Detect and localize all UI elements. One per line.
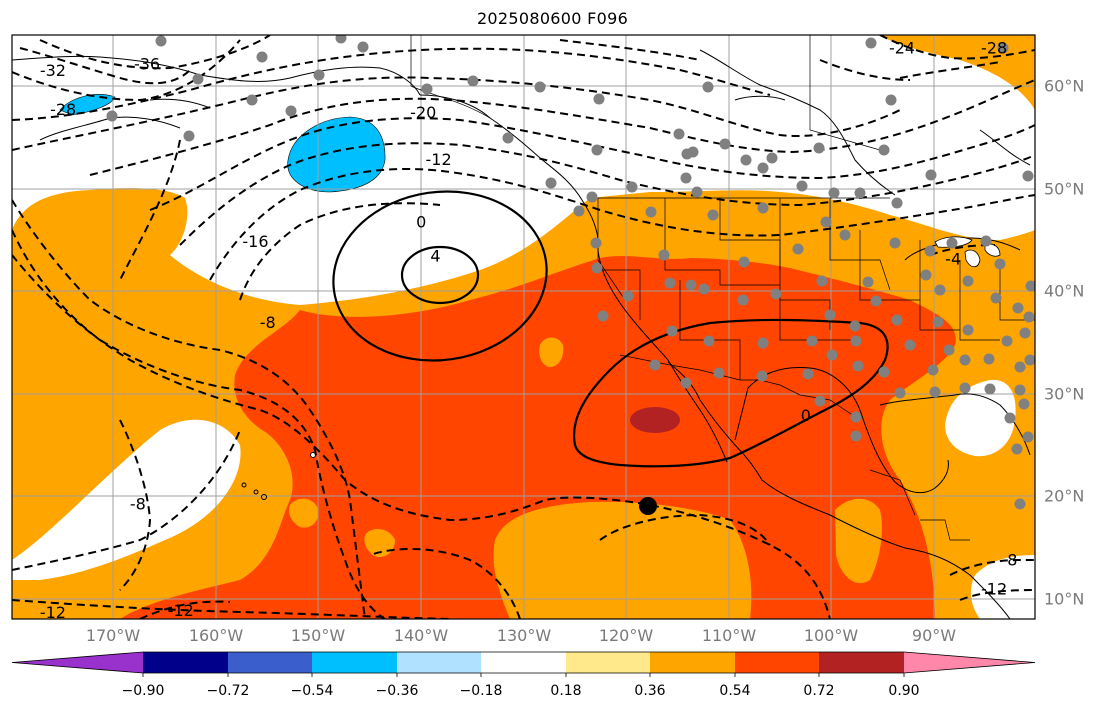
colorbar-swatch [650,652,735,673]
colorbar-swatch [397,652,481,673]
map-frame [11,34,1036,620]
contour-label: -36 [134,55,160,74]
orange-island-east [835,498,882,584]
contour-label: -12 [168,601,194,620]
colorbar-outline [11,651,1036,674]
colorbar-tick-label: 0.54 [719,683,751,699]
map-title: 2025080600 F096 [476,9,629,28]
lon-label: 110°W [701,626,757,645]
colorbar-tick-label: −0.90 [121,683,165,699]
contour-label: -28 [50,100,76,119]
station-markers [106,35,1035,510]
colorbar-tick-label: −0.72 [206,683,250,699]
contour-label: -12 [40,603,66,622]
lon-label: 170°W [85,626,141,645]
lat-label: 20°N [1044,486,1085,506]
contour-label: -24 [889,38,915,57]
contour-label: -8 [130,494,146,513]
colorbar-tick-label: −0.36 [375,683,419,699]
lon-label: 160°W [188,626,244,645]
lat-label: 50°N [1044,179,1085,199]
contour-label: -12 [426,150,452,169]
colorbar-swatch [143,652,228,673]
contour-label: -20 [410,103,436,122]
colorbar-swatch [904,652,1035,673]
white-hole-east [945,379,1016,457]
white-hole-gulf [970,555,1035,619]
colorbar-swatches [11,651,1036,677]
colorbar-tick-label: 0.36 [634,683,666,699]
contour-labels: -32 -36 -28 -20 -12 -16 -8 -8 -24 -28 -8 -12 -12 -12 0… [40,38,1018,622]
lon-label: 100°W [803,626,859,645]
contour-label: 0 [801,406,811,425]
colorbar-swatch [566,652,650,673]
contour-label: -4 [945,249,961,268]
colorbar-swatch [735,652,819,673]
dashed-contours [12,35,1035,619]
red-fill-region [120,256,956,619]
white-hole-west [12,419,241,580]
colorbar-tick-label: 0.90 [888,683,920,699]
colorbar-tick-label: 0.72 [803,683,835,699]
colorbar-swatch [481,652,566,673]
forecast-map: -32 -36 -28 -20 -12 -16 -8 -8 -24 -28 -8 -12 -12 -12 0… [11,34,1036,622]
colorbar-swatch [228,652,312,673]
colorbar-tick-label: −0.54 [290,683,334,699]
colorbar-swatch [312,652,397,673]
lat-label: 60°N [1044,76,1085,96]
lon-label: 90°W [911,626,957,645]
contour-label: -12 [981,579,1007,598]
orange-island-west [289,498,319,528]
contour-label: -32 [40,61,66,80]
orange-island-mid [539,337,564,368]
lon-label: 150°W [290,626,346,645]
contour-label: 0 [416,213,426,232]
solid-contours [332,190,889,468]
contour-label: 4 [430,246,440,265]
lon-label: 140°W [393,626,449,645]
contour-label: -28 [981,38,1007,57]
contour-label: -8 [260,313,276,332]
orange-island-south [493,501,752,619]
lon-label: 130°W [496,626,552,645]
lat-lon-grid [12,35,1035,619]
contour-label: -8 [1001,551,1017,570]
colorbar-swatch [12,652,143,673]
contour-label: -16 [242,232,268,251]
highlight-station-marker [639,497,657,515]
orange-fill-northeast [880,35,1035,110]
lon-label: 120°W [598,626,654,645]
colorbar-tick-label: −0.18 [459,683,503,699]
lat-label: 30°N [1044,384,1085,404]
lat-label: 40°N [1044,281,1085,301]
colorbar-tick-label: 0.18 [550,683,582,699]
darkred-fill-region [630,407,680,433]
colorbar-swatch [819,652,904,673]
lat-label: 10°N [1044,589,1085,609]
